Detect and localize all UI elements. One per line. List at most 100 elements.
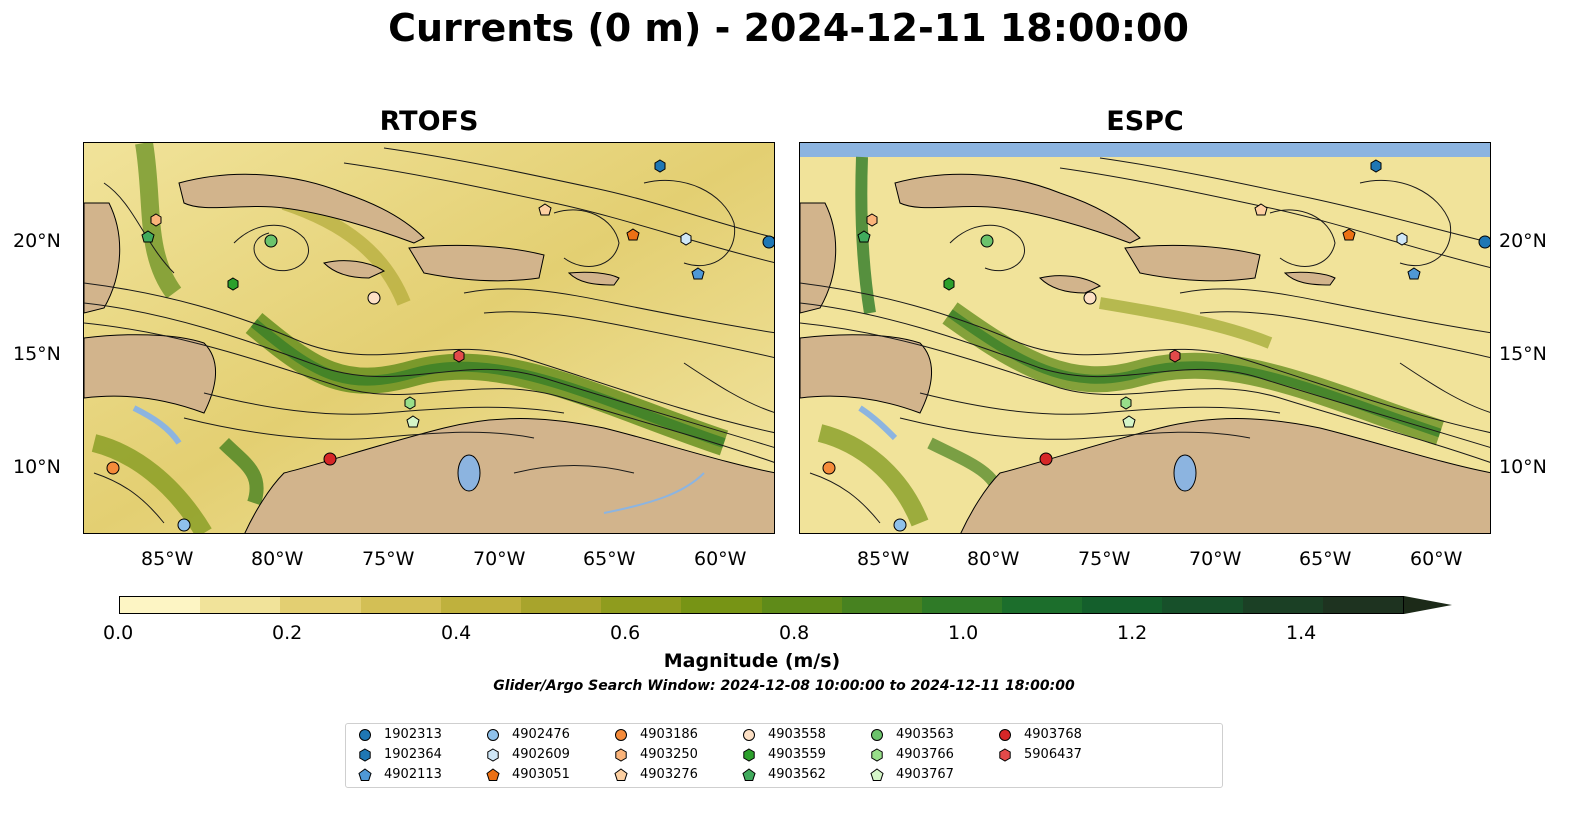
y-tick-label: 15°N [13, 343, 61, 365]
legend-marker-pentagon-icon [486, 767, 500, 781]
colorbar-segment [1162, 597, 1243, 613]
y-tick-label: 10°N [13, 456, 61, 478]
y-tick-label: 20°N [13, 230, 61, 252]
legend-entry: 5906437 [998, 747, 1082, 762]
legend-marker-pentagon-icon [742, 767, 756, 781]
legend-marker-hexagon-icon [999, 747, 1011, 762]
x-tick-label: 75°W [1078, 548, 1131, 570]
legend-entry: 1902313 [358, 727, 442, 742]
map-rtofs [83, 142, 775, 534]
colorbar-tick-label: 0.4 [441, 622, 472, 644]
legend-label: 4903276 [640, 767, 698, 782]
legend-entry: 4902609 [486, 747, 570, 762]
x-tick-label: 65°W [1299, 548, 1352, 570]
panel-title-rtofs: RTOFS [379, 106, 479, 137]
map-espc [799, 142, 1491, 534]
legend-label: 4903558 [768, 727, 826, 742]
colorbar-segment [601, 597, 682, 613]
x-tick-label: 60°W [1410, 548, 1463, 570]
legend-label: 4903051 [512, 767, 570, 782]
legend-label: 4902609 [512, 747, 570, 762]
colorbar-segment [520, 597, 602, 613]
legend-label: 4902113 [384, 767, 442, 782]
colorbar-extend-arrow [1404, 596, 1452, 614]
x-tick-label: 65°W [583, 548, 636, 570]
colorbar-segment [921, 597, 1003, 613]
colorbar-tick-label: 0.6 [610, 622, 641, 644]
x-tick-label: 80°W [251, 548, 304, 570]
x-tick-label: 70°W [1189, 548, 1242, 570]
legend-label: 4903768 [1024, 727, 1082, 742]
x-tick-label: 70°W [473, 548, 526, 570]
colorbar-tick-label: 0.8 [779, 622, 810, 644]
legend-marker-pentagon-icon [614, 767, 628, 781]
x-tick-label: 85°W [141, 548, 194, 570]
legend-label: 4903767 [896, 767, 954, 782]
legend-entry: 1902364 [358, 747, 442, 762]
legend-label: 1902364 [384, 747, 442, 762]
legend-entry: 4903563 [870, 727, 954, 742]
colorbar-segment [200, 597, 281, 613]
legend-marker-circle-icon [615, 728, 627, 741]
legend-marker-hexagon-icon [871, 747, 883, 762]
colorbar-segment [1002, 597, 1083, 613]
x-tick-label: 60°W [694, 548, 747, 570]
legend-entry: 4902113 [358, 767, 442, 782]
legend-entry: 4903767 [870, 767, 954, 782]
legend-label: 4903562 [768, 767, 826, 782]
x-tick-label: 85°W [857, 548, 910, 570]
colorbar-tick-label: 1.4 [1286, 622, 1317, 644]
colorbar-segment [681, 597, 762, 613]
x-tick-label: 75°W [362, 548, 415, 570]
legend-marker-circle-icon [999, 728, 1011, 741]
legend-label: 4902476 [512, 727, 570, 742]
legend-entry: 4903558 [742, 727, 826, 742]
colorbar-segment [360, 597, 441, 613]
legend-label: 4903563 [896, 727, 954, 742]
legend-label: 5906437 [1024, 747, 1082, 762]
legend-marker-hexagon-icon [615, 747, 627, 762]
legend-label: 1902313 [384, 727, 442, 742]
colorbar-segment [761, 597, 842, 613]
colorbar-segment [440, 597, 521, 613]
legend-marker-hexagon-icon [359, 747, 371, 762]
legend-label: 4903766 [896, 747, 954, 762]
legend-entry: 4903768 [998, 727, 1082, 742]
legend: 1902313 1902364 4902113 4902476 4902609 49030… [345, 723, 1223, 788]
colorbar-tick-label: 0.2 [272, 622, 303, 644]
colorbar-label: Magnitude (m/s) [663, 650, 841, 672]
legend-entry: 4903250 [614, 747, 698, 762]
map-rtofs-canvas [84, 143, 774, 533]
figure-title: Currents (0 m) - 2024-12-11 18:00:00 [388, 6, 1189, 50]
colorbar-segment [1242, 597, 1323, 613]
legend-entry: 4903186 [614, 727, 698, 742]
legend-marker-circle-icon [743, 728, 755, 741]
legend-label: 4903186 [640, 727, 698, 742]
x-tick-label: 80°W [967, 548, 1020, 570]
legend-marker-circle-icon [487, 728, 499, 741]
colorbar-segment [841, 597, 922, 613]
legend-entry: 4902476 [486, 727, 570, 742]
legend-entry: 4903559 [742, 747, 826, 762]
colorbar-tick-label: 0.0 [103, 622, 134, 644]
legend-label: 4903559 [768, 747, 826, 762]
colorbar-tick-label: 1.2 [1117, 622, 1148, 644]
y-tick-label: 10°N [1499, 456, 1547, 478]
legend-marker-circle-icon [359, 728, 371, 741]
legend-entry: 4903766 [870, 747, 954, 762]
legend-marker-circle-icon [871, 728, 883, 741]
map-espc-canvas [800, 143, 1490, 533]
colorbar-segment [1322, 597, 1403, 613]
colorbar-segment [1082, 597, 1163, 613]
colorbar-segment [120, 597, 201, 613]
colorbar-segment [280, 597, 361, 613]
search-window-caption: Glider/Argo Search Window: 2024-12-08 10… [493, 678, 1075, 694]
legend-entry: 4903562 [742, 767, 826, 782]
y-tick-label: 15°N [1499, 343, 1547, 365]
legend-entry: 4903276 [614, 767, 698, 782]
legend-label: 4903250 [640, 747, 698, 762]
colorbar-tick-label: 1.0 [948, 622, 979, 644]
legend-marker-hexagon-icon [487, 747, 499, 762]
y-tick-label: 20°N [1499, 230, 1547, 252]
legend-entry: 4903051 [486, 767, 570, 782]
